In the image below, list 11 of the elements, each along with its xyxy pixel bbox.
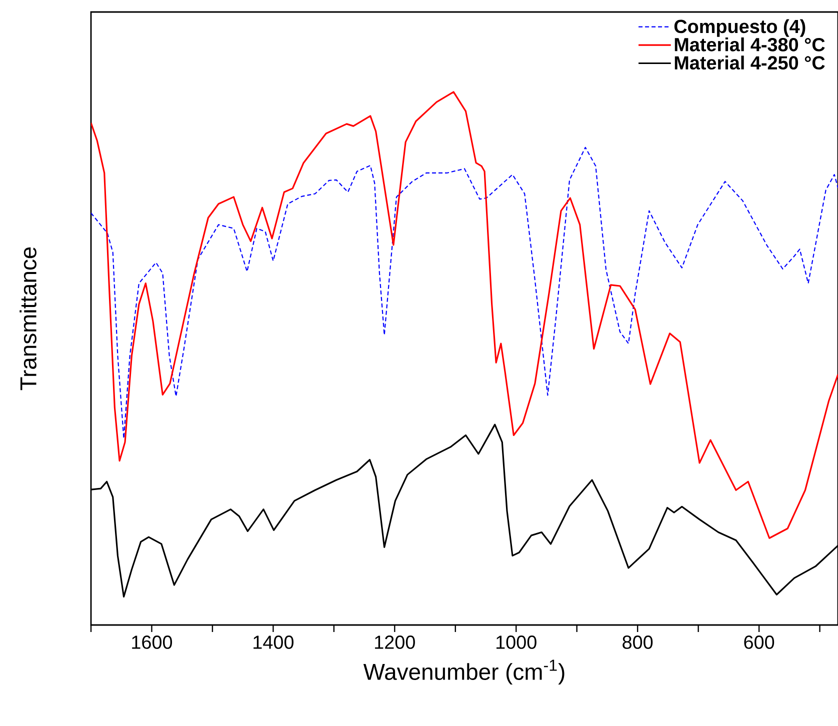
x-tick-label: 600 — [744, 636, 774, 649]
x-tick-label: 1600 — [132, 636, 172, 649]
legend-label: Compuesto (4) — [674, 19, 806, 37]
x-tick-label: 1200 — [375, 636, 415, 649]
x-tick-label: 1000 — [496, 636, 536, 649]
x-axis-title: Wavenumber (cm$^{-1}$) — [363, 660, 564, 685]
y-axis-title: Transmittance — [20, 247, 36, 390]
legend-label: Material 4-380 °C — [674, 37, 825, 52]
x-tick-label: 800 — [622, 636, 653, 649]
x-tick-label: 1400 — [254, 636, 294, 649]
legend-label: Material 4-250 °C — [674, 56, 825, 70]
